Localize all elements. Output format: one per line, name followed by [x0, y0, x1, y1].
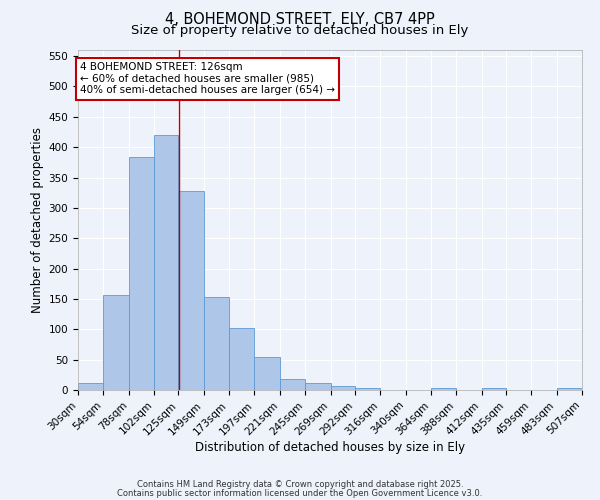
Bar: [154, 135, 178, 390]
Bar: [229, 328, 254, 390]
Text: Contains public sector information licensed under the Open Government Licence v3: Contains public sector information licen…: [118, 488, 482, 498]
Text: Contains HM Land Registry data © Crown copyright and database right 2025.: Contains HM Land Registry data © Crown c…: [137, 480, 463, 489]
Bar: [129, 158, 154, 390]
Bar: [254, 357, 280, 390]
Bar: [431, 388, 456, 390]
Bar: [78, 382, 103, 390]
Bar: [305, 384, 331, 390]
Bar: [204, 297, 229, 390]
Bar: [482, 388, 506, 390]
Bar: [355, 388, 380, 390]
Y-axis label: Number of detached properties: Number of detached properties: [31, 127, 44, 313]
Bar: [331, 386, 355, 390]
Bar: [178, 191, 204, 390]
Bar: [557, 388, 582, 390]
Text: 4, BOHEMOND STREET, ELY, CB7 4PP: 4, BOHEMOND STREET, ELY, CB7 4PP: [165, 12, 435, 28]
Text: Size of property relative to detached houses in Ely: Size of property relative to detached ho…: [131, 24, 469, 37]
Text: 4 BOHEMOND STREET: 126sqm
← 60% of detached houses are smaller (985)
40% of semi: 4 BOHEMOND STREET: 126sqm ← 60% of detac…: [80, 62, 335, 96]
X-axis label: Distribution of detached houses by size in Ely: Distribution of detached houses by size …: [195, 440, 465, 454]
Bar: [280, 379, 305, 390]
Bar: [103, 294, 129, 390]
